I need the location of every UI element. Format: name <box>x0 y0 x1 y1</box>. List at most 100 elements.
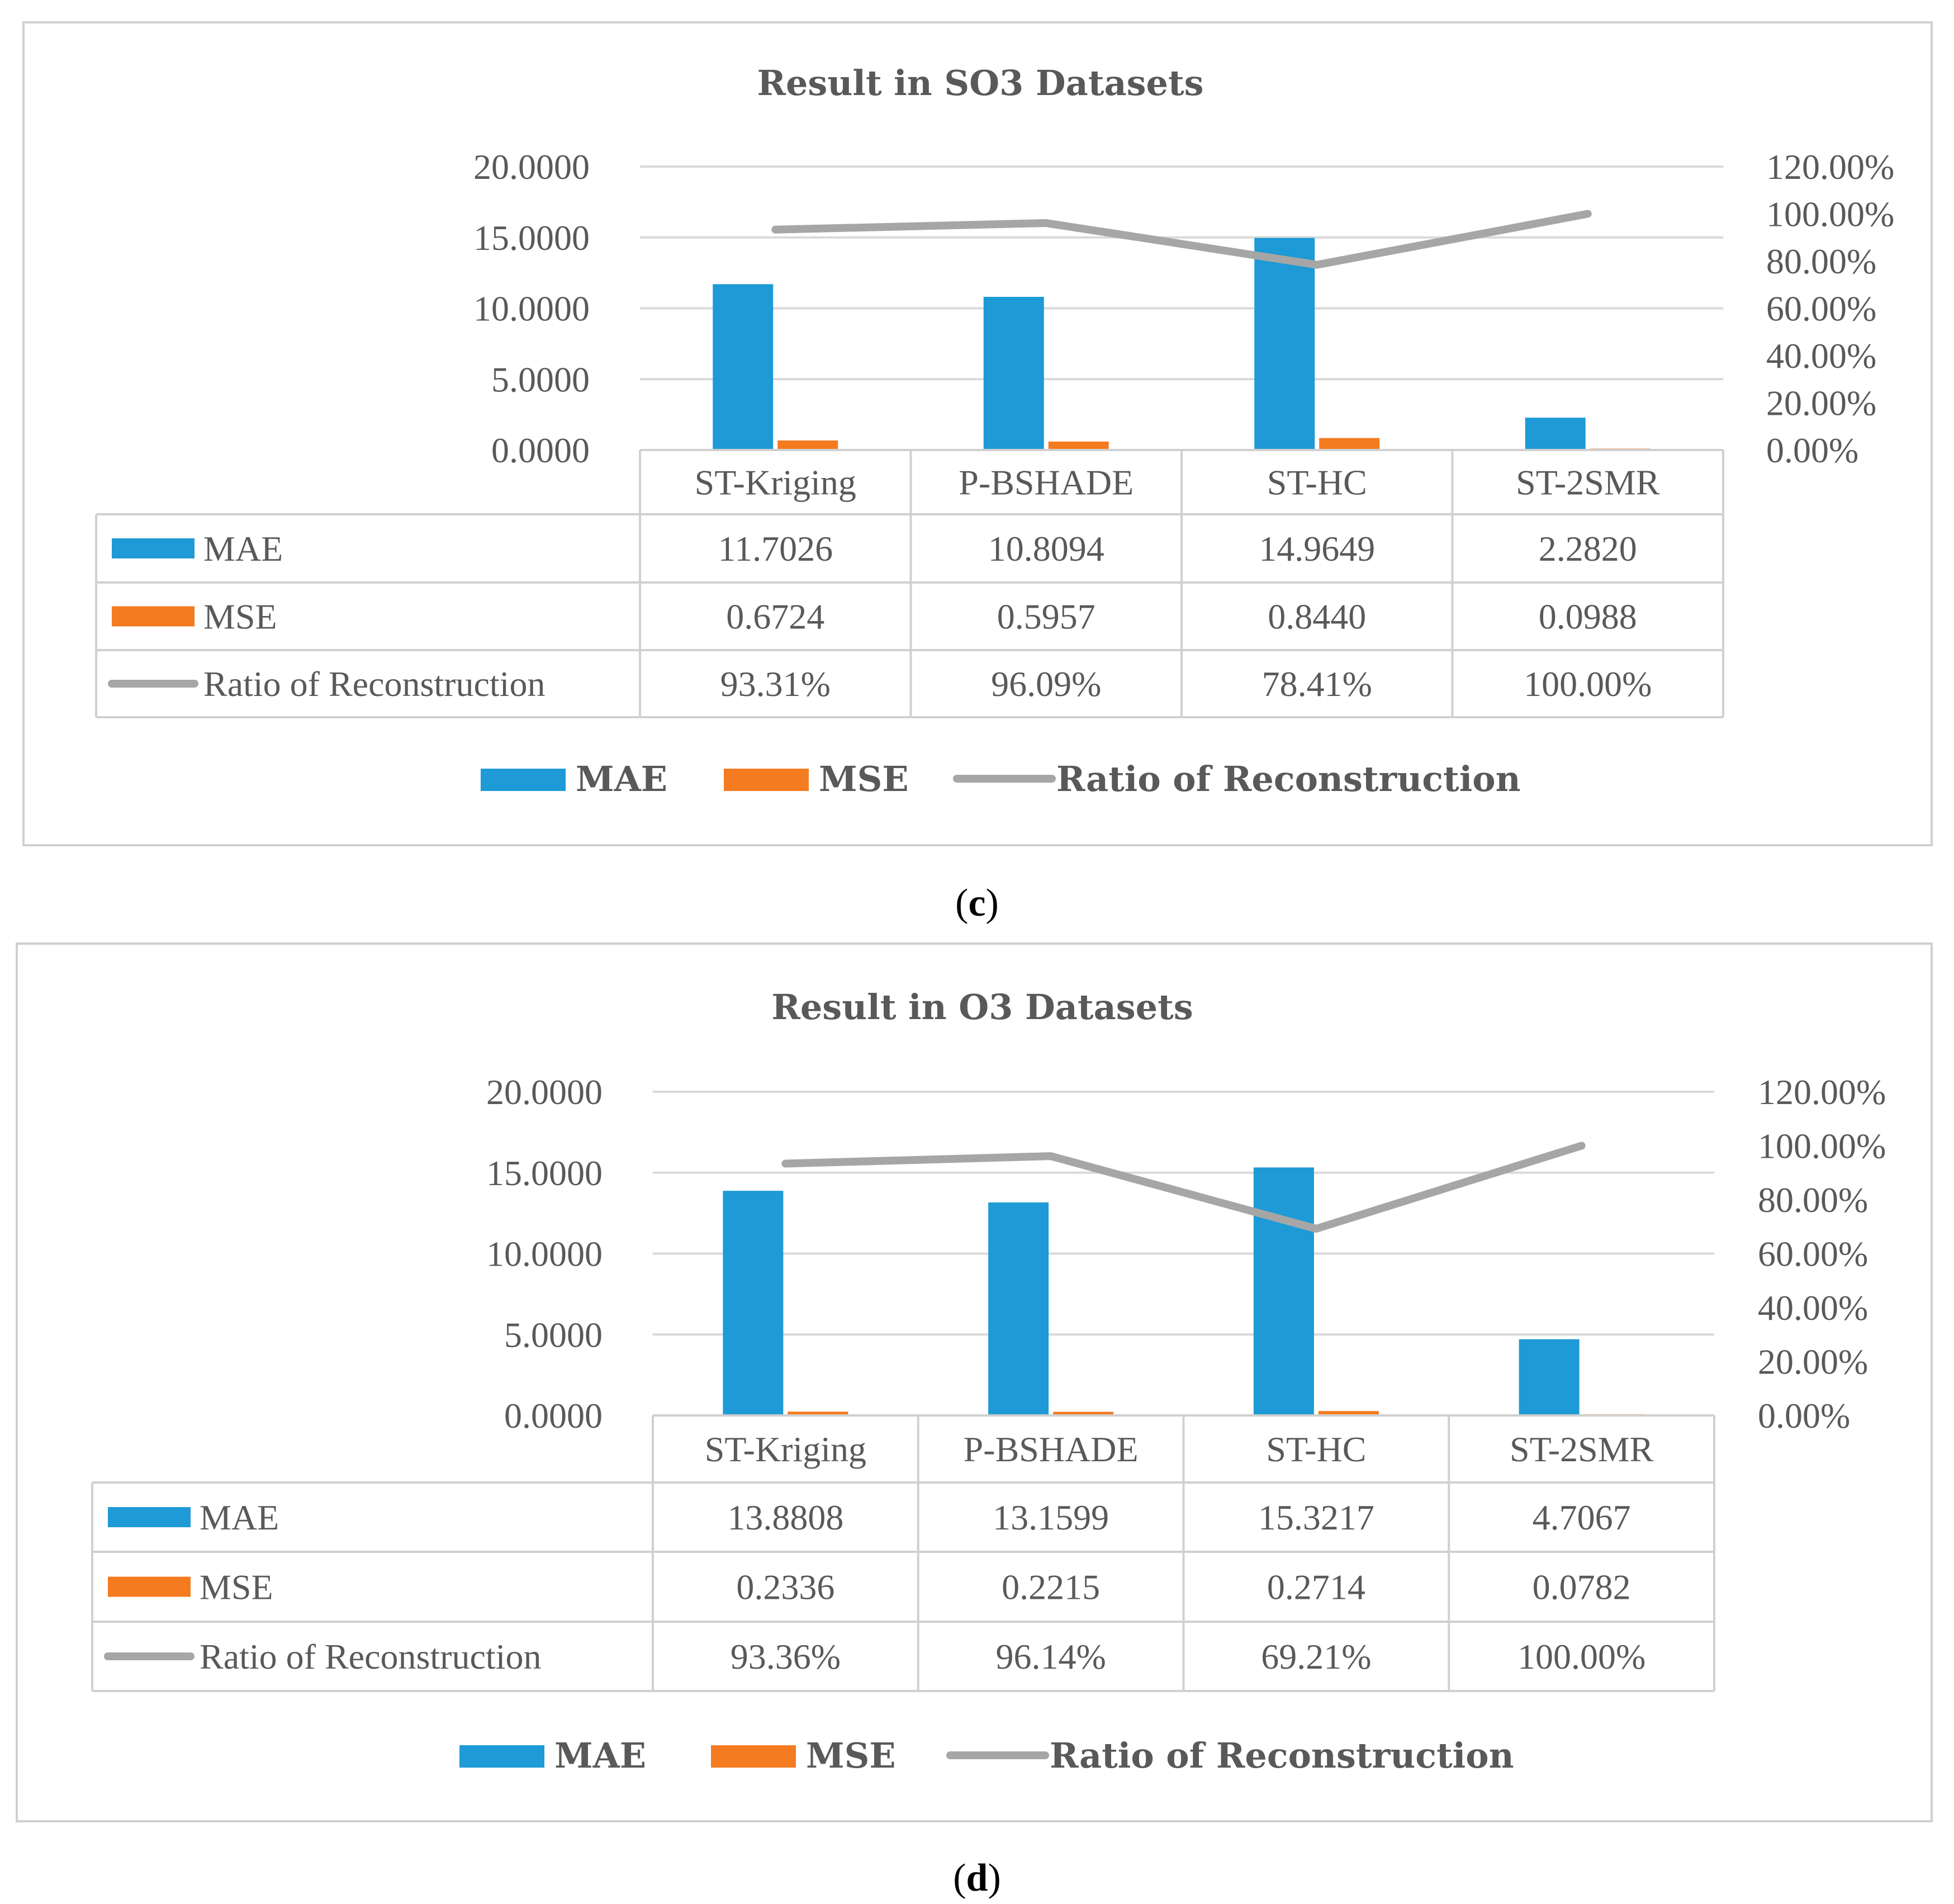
legend-label: Ratio of Reconstruction <box>1050 1735 1514 1776</box>
data-value-label: 96.09% <box>991 664 1101 704</box>
mse-bar <box>1048 441 1109 450</box>
legend-label: MSE <box>819 759 909 799</box>
category-label: ST-Kriging <box>705 1429 866 1469</box>
y-right-tick-label: 80.00% <box>1766 241 1876 281</box>
y-left-tick-label: 10.0000 <box>473 289 590 329</box>
y-left-tick-label: 0.0000 <box>504 1396 603 1436</box>
ratio-point <box>1045 222 1047 224</box>
category-label: P-BSHADE <box>959 463 1133 503</box>
y-right-tick-label: 80.00% <box>1758 1180 1868 1220</box>
series-row-label: Ratio of Reconstruction <box>203 664 545 704</box>
mae-bar <box>983 296 1044 450</box>
mae-bar <box>1253 1167 1314 1415</box>
ratio-point <box>1581 1145 1582 1147</box>
y-right-tick-label: 100.00% <box>1766 195 1894 234</box>
caption-letter: d <box>966 1856 988 1900</box>
y-right-tick-label: 60.00% <box>1758 1234 1868 1274</box>
legend-key <box>481 769 566 791</box>
mse-bar <box>1053 1412 1114 1415</box>
caption-letter: c <box>968 882 985 925</box>
data-value-label: 15.3217 <box>1258 1498 1374 1537</box>
mae-bar <box>1525 418 1586 450</box>
category-label: ST-HC <box>1266 1429 1366 1469</box>
y-left-tick-label: 0.0000 <box>491 430 590 470</box>
y-right-tick-label: 60.00% <box>1766 289 1876 329</box>
legend-label: MAE <box>554 1735 646 1776</box>
mse-bar <box>1319 438 1380 450</box>
y-right-tick-label: 20.00% <box>1766 383 1876 423</box>
chart-panel <box>16 942 1933 1822</box>
figure-caption: (c) <box>955 882 999 925</box>
y-right-tick-label: 120.00% <box>1758 1072 1886 1112</box>
data-value-label: 93.36% <box>731 1637 841 1676</box>
data-value-label: 96.14% <box>995 1637 1106 1676</box>
category-label: ST-2SMR <box>1516 463 1660 503</box>
y-right-tick-label: 40.00% <box>1758 1288 1868 1328</box>
category-label: P-BSHADE <box>964 1429 1139 1469</box>
data-value-label: 0.2215 <box>1002 1567 1100 1607</box>
y-left-tick-label: 15.0000 <box>473 218 590 258</box>
data-value-label: 78.41% <box>1262 664 1372 704</box>
series-row-label: MAE <box>203 529 283 569</box>
category-label: ST-HC <box>1267 463 1367 503</box>
mae-bar <box>1519 1339 1580 1415</box>
series-row-label: MSE <box>203 597 277 637</box>
y-left-tick-label: 15.0000 <box>486 1153 603 1193</box>
data-value-label: 100.00% <box>1524 664 1652 704</box>
ratio-point <box>1316 264 1318 266</box>
ratio-line <box>771 210 1592 269</box>
legend-label: MSE <box>806 1735 896 1776</box>
data-value-label: 93.31% <box>720 664 831 704</box>
data-value-label: 69.21% <box>1261 1637 1371 1676</box>
ratio-point <box>785 1163 786 1164</box>
data-value-label: 0.6724 <box>726 597 824 637</box>
legend-key <box>459 1745 544 1768</box>
data-value-label: 11.7026 <box>718 529 833 569</box>
figure-caption: (d) <box>953 1856 1001 1900</box>
series-row-label: Ratio of Reconstruction <box>200 1637 541 1676</box>
category-label: ST-Kriging <box>695 463 856 503</box>
y-right-tick-label: 20.00% <box>1758 1342 1868 1382</box>
data-value-label: 100.00% <box>1517 1637 1645 1676</box>
y-right-tick-label: 100.00% <box>1758 1126 1886 1166</box>
mse-bar <box>1318 1411 1379 1415</box>
data-value-label: 0.8440 <box>1268 597 1366 637</box>
legend-key <box>711 1745 796 1768</box>
table-legend-key <box>112 606 195 627</box>
ratio-point <box>1315 1228 1317 1230</box>
legend-label: MAE <box>576 759 667 799</box>
y-right-tick-label: 120.00% <box>1766 147 1894 187</box>
data-value-label: 0.0782 <box>1533 1567 1631 1607</box>
data-value-label: 14.9649 <box>1259 529 1375 569</box>
data-value-label: 0.2714 <box>1267 1567 1365 1607</box>
caption-paren: ( <box>953 1856 966 1900</box>
y-left-tick-label: 20.0000 <box>486 1072 603 1112</box>
data-value-label: 2.2820 <box>1539 529 1637 569</box>
mae-bar <box>1254 238 1315 450</box>
chart-1: Result in O3 Datasets 20.0000 15.0000 10.00… <box>16 942 1933 1900</box>
table-legend-key <box>112 538 195 558</box>
y-right-tick-label: 0.00% <box>1766 430 1858 470</box>
y-left-tick-label: 20.0000 <box>473 147 590 187</box>
ratio-point <box>1050 1155 1052 1157</box>
chart-title: Result in O3 Datasets <box>771 987 1193 1027</box>
y-right-tick-label: 40.00% <box>1766 336 1876 376</box>
data-value-label: 0.2336 <box>736 1567 834 1607</box>
chart-0: Result in SO3 Datasets 20.0000 15.0000 10.0… <box>22 21 1933 925</box>
caption-paren: ) <box>986 882 999 925</box>
mse-bar <box>777 440 838 450</box>
mae-bar <box>713 284 774 450</box>
y-left-tick-label: 5.0000 <box>504 1315 603 1354</box>
chart-panel <box>22 21 1933 846</box>
y-left-tick-label: 10.0000 <box>486 1234 603 1274</box>
series-row-label: MSE <box>200 1567 273 1607</box>
y-right-tick-label: 0.00% <box>1758 1396 1850 1436</box>
data-value-label: 13.1599 <box>993 1498 1109 1537</box>
mse-bar <box>788 1412 848 1415</box>
table-legend-key <box>108 1507 191 1527</box>
data-value-label: 0.5957 <box>997 597 1095 637</box>
series-row-label: MAE <box>200 1498 279 1537</box>
category-label: ST-2SMR <box>1510 1429 1654 1469</box>
legend-label: Ratio of Reconstruction <box>1056 759 1521 799</box>
